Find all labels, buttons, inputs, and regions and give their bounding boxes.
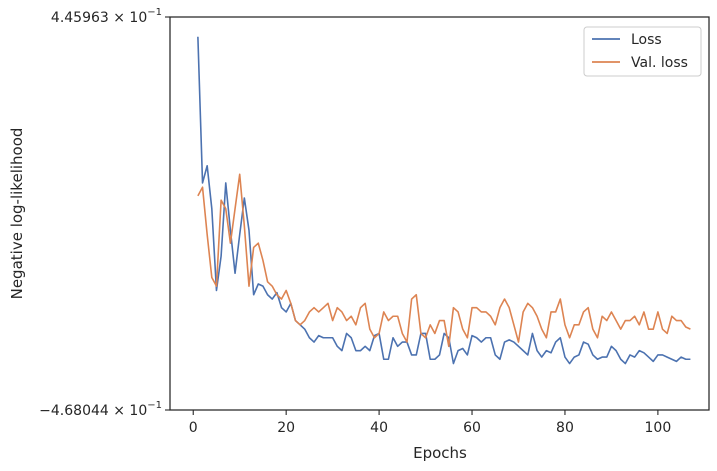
y-axis-label: Negative log-likelihood (8, 128, 26, 300)
x-tick-label: 20 (277, 420, 295, 436)
y-axis: 4.45963 × 10−1 −4.68044 × 10−1 (39, 7, 170, 419)
x-axis: 0 20 40 60 80 100 (189, 410, 671, 436)
y-tick-label: −4.68044 × 10−1 (39, 400, 162, 419)
plot-background (170, 17, 709, 410)
plot-frame (169, 16, 710, 411)
x-tick-label: 0 (189, 420, 198, 436)
series-line-val-loss (197, 173, 691, 348)
x-tick-label: 40 (370, 420, 388, 436)
series-layer (197, 36, 691, 365)
x-tick-label: 80 (556, 420, 574, 436)
y-tick-label: 4.45963 × 10−1 (51, 7, 162, 26)
x-axis-label: Epochs (413, 444, 467, 462)
x-tick-label: 60 (463, 420, 481, 436)
x-tick-label: 100 (645, 420, 672, 436)
legend-label-val-loss: Val. loss (631, 55, 688, 71)
series-line-loss (197, 36, 691, 365)
legend-label-loss: Loss (631, 32, 662, 48)
legend: Loss Val. loss (583, 26, 702, 77)
